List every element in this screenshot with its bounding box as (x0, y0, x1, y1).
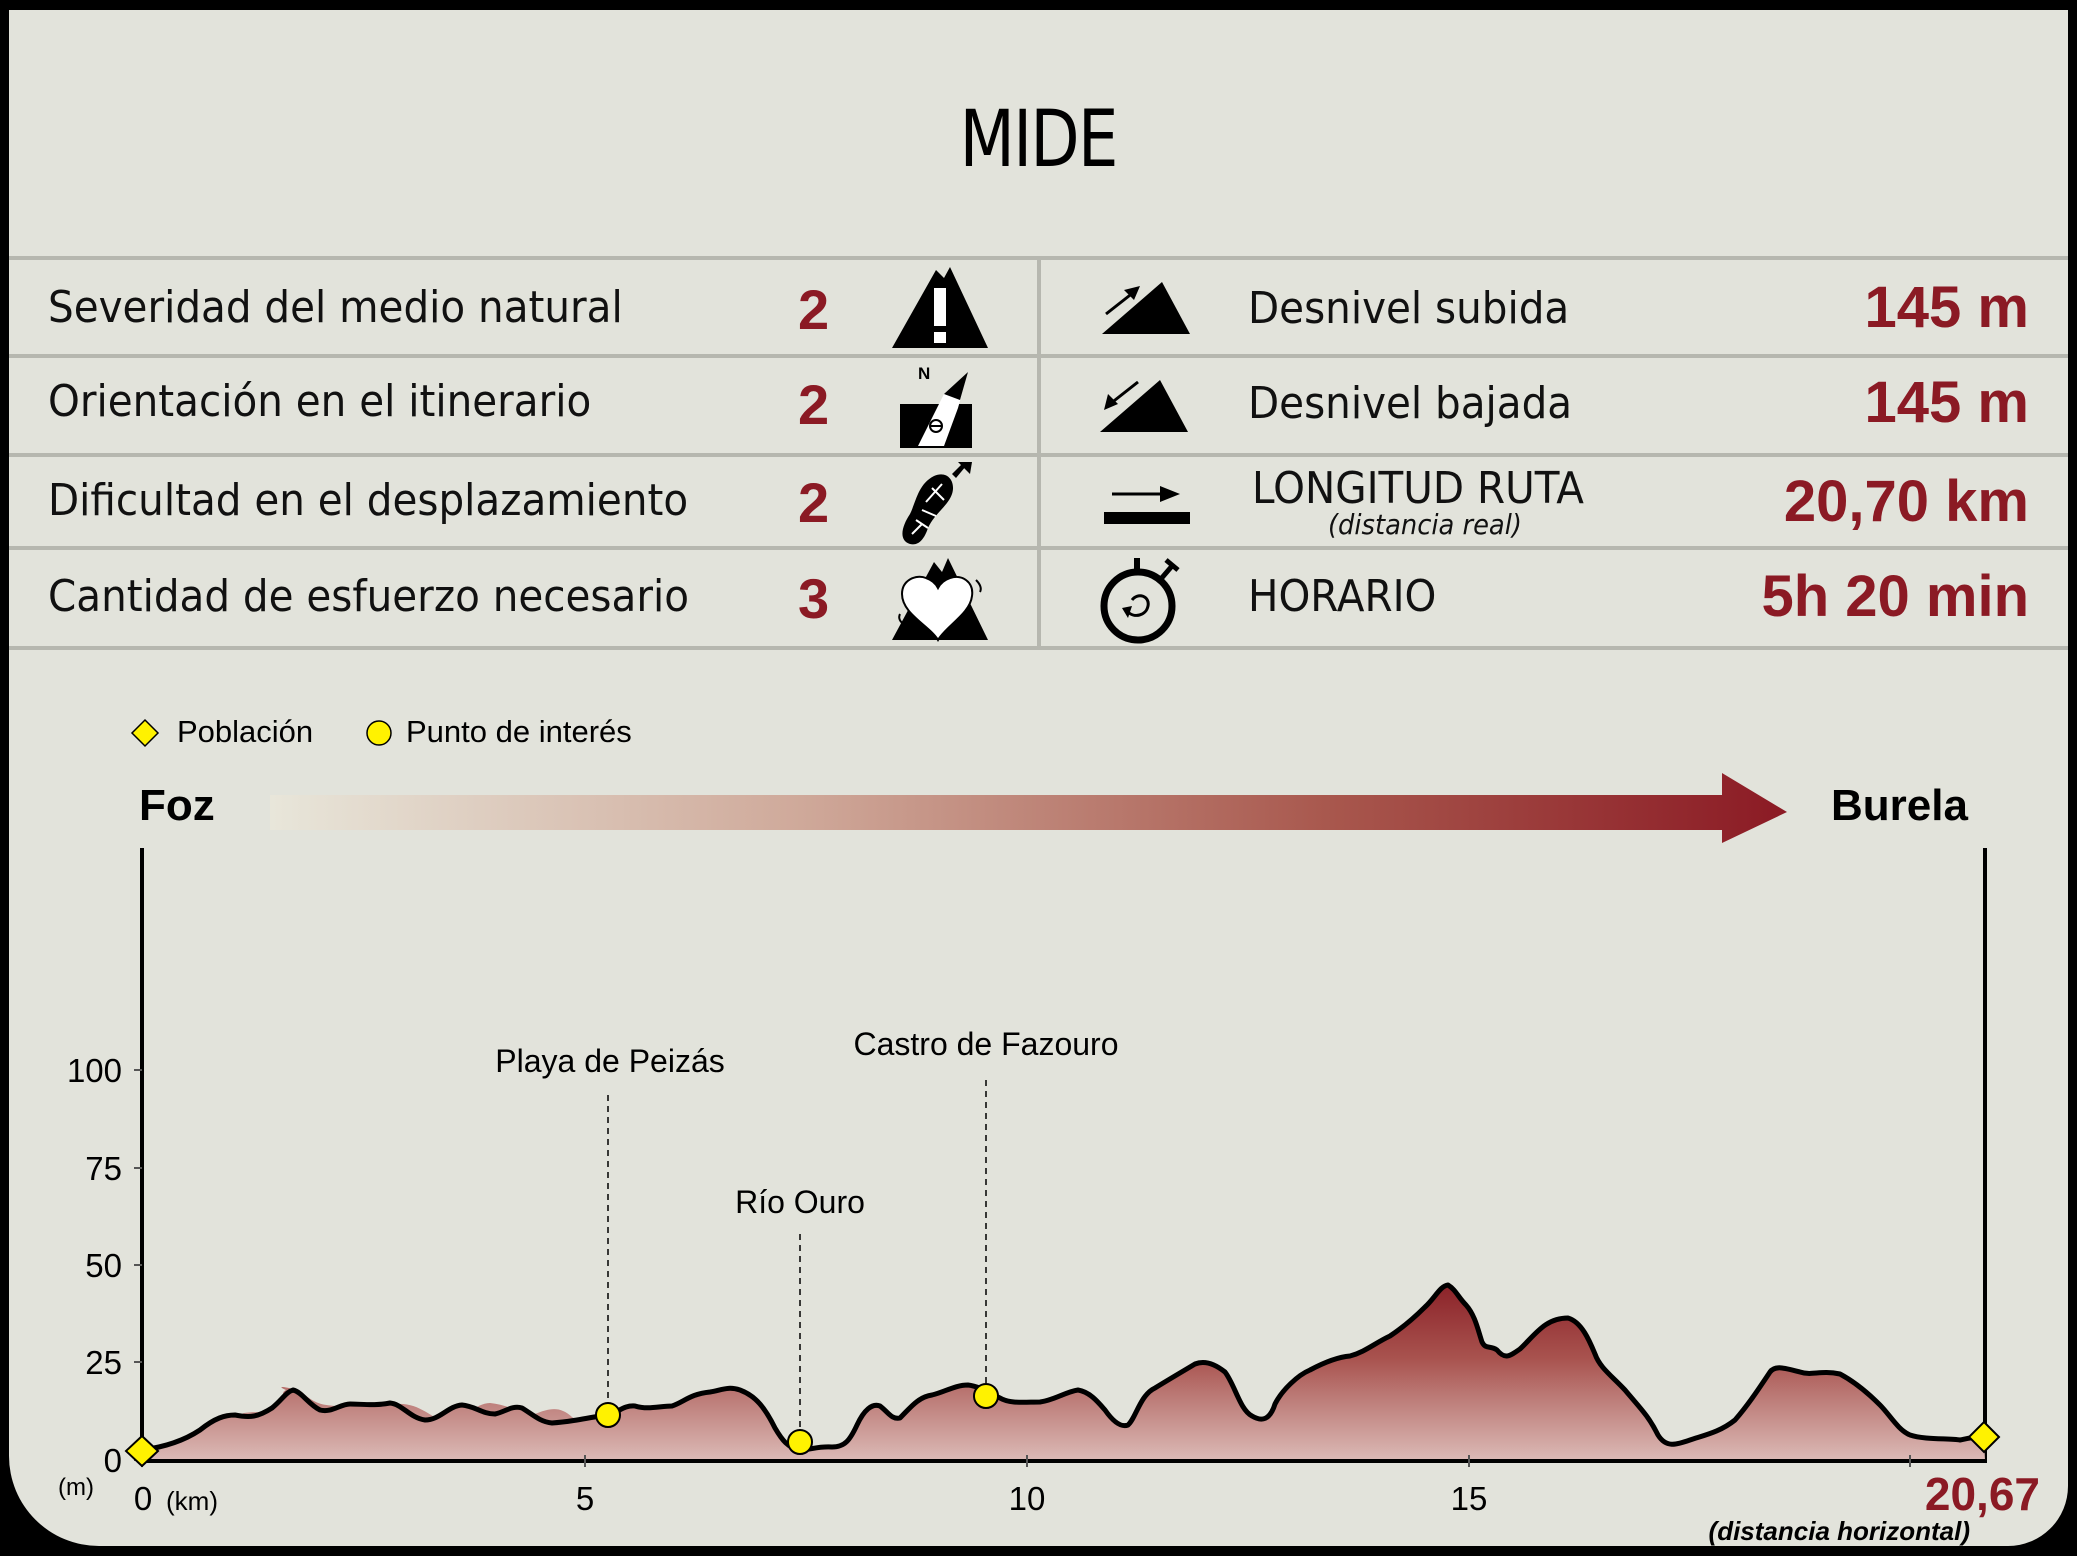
y-axis-labels: 100 75 50 25 0 (67, 1052, 122, 1479)
x-tick-label: 5 (576, 1480, 594, 1517)
poblacion-marker-burela[interactable] (1967, 1420, 2001, 1454)
table-column-divider (1037, 258, 1041, 648)
table-divider (9, 646, 2068, 650)
route-direction-arrow (270, 773, 1787, 843)
svg-text:N: N (918, 364, 930, 383)
stopwatch-icon (1100, 558, 1180, 644)
row-value: 145 m (1864, 370, 2029, 435)
row-value: 5h 20 min (1761, 564, 2029, 629)
elevation-line (141, 1282, 1985, 1453)
poi-label-playa-peizas: Playa de Peizás (495, 1043, 724, 1079)
page-title: MIDE (959, 95, 1119, 185)
poi-label-rio-ouro: Río Ouro (735, 1184, 865, 1220)
poi-label-castro-fazouro: Castro de Fazouro (853, 1026, 1118, 1062)
x-axis-end-value: 20,67 (1925, 1468, 2040, 1520)
row-label: Desnivel bajada (1248, 378, 1573, 429)
poi-leader-lines (607, 1080, 987, 1438)
row-label: Dificultad en el desplazamiento (48, 475, 689, 526)
ascent-slope-icon (1102, 282, 1190, 334)
x-tick-label: 10 (1009, 1480, 1046, 1517)
poi-marker-castro-fazouro[interactable] (973, 1383, 999, 1409)
warning-mountain-icon (892, 267, 988, 348)
x-axis-end-note: (distancia horizontal) (1709, 1516, 1970, 1546)
row-value: 20,70 km (1783, 469, 2029, 534)
y-tick-label: 100 (67, 1052, 122, 1089)
x-axis-labels: 0 5 10 15 (134, 1480, 1488, 1517)
row-label: Cantidad de esfuerzo necesario (48, 571, 689, 622)
row-label: HORARIO (1248, 571, 1437, 622)
row-value: 3 (798, 567, 830, 630)
y-tick-label: 75 (85, 1150, 122, 1187)
row-label: Orientación en el itinerario (48, 376, 592, 427)
row-value: 2 (798, 278, 830, 341)
poi-marker-playa-peizas[interactable] (595, 1402, 621, 1428)
poi-marker-rio-ouro[interactable] (787, 1429, 813, 1455)
poblacion-marker-foz[interactable] (124, 1434, 160, 1468)
descent-slope-icon (1100, 380, 1188, 432)
poblacion-legend-icon (130, 718, 160, 748)
punto-interes-legend-icon (366, 720, 392, 746)
y-tick-label: 25 (85, 1344, 122, 1381)
row-value: 145 m (1864, 275, 2029, 340)
y-tick-label: 0 (104, 1442, 122, 1479)
route-start-label: Foz (139, 781, 215, 830)
x-tick-label: 15 (1451, 1480, 1488, 1517)
chart-legend: Población Punto de interés (130, 714, 632, 749)
row-label: Desnivel subida (1248, 283, 1570, 334)
legend-poblacion-label: Población (177, 714, 313, 749)
heart-mountain-icon (892, 558, 988, 642)
y-tick-label: 50 (85, 1247, 122, 1284)
route-end-label: Burela (1831, 781, 1968, 830)
boot-sole-icon (902, 462, 972, 545)
distance-arrow-icon (1104, 486, 1190, 524)
x-axis-unit: (km) (166, 1486, 218, 1516)
legend-punto-interes-label: Punto de interés (406, 714, 632, 749)
row-label: Severidad del medio natural (48, 282, 623, 333)
row-value: 2 (798, 373, 830, 436)
row-value: 2 (798, 471, 830, 534)
x-tick-label: 0 (134, 1480, 152, 1517)
y-axis-unit: (m) (58, 1474, 94, 1501)
row-label: LONGITUD RUTA (1252, 463, 1584, 514)
row-sublabel: (distancia real) (1328, 508, 1522, 541)
compass-orientation-icon: N (900, 364, 972, 448)
